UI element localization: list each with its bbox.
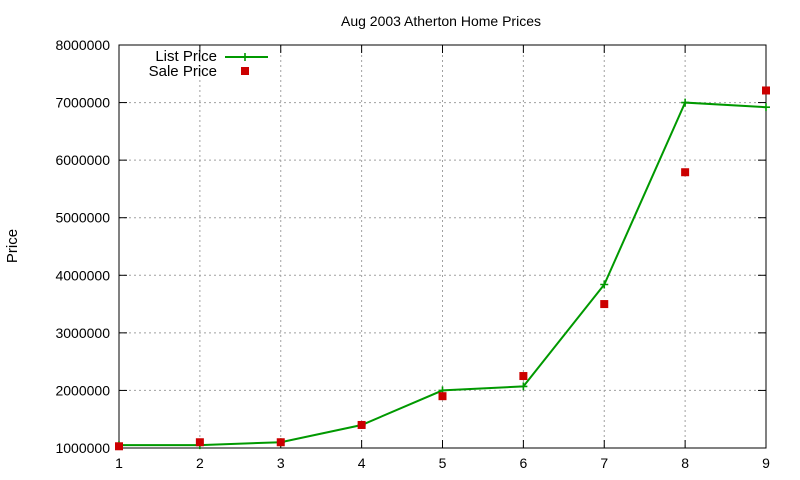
y-axis-tick-labels: 1000000 2000000 3000000 4000000 5000000 60000… xyxy=(55,37,110,456)
axis-ticks xyxy=(118,44,767,449)
legend-marker-sale-price xyxy=(241,67,249,75)
sale-price-point xyxy=(681,168,690,177)
x-tick-label: 9 xyxy=(762,455,770,471)
legend-label-sale-price: Sale Price xyxy=(149,63,217,80)
series-sale-price xyxy=(115,86,770,451)
x-tick-label: 8 xyxy=(681,455,689,471)
y-axis-label: Price xyxy=(4,229,21,263)
x-tick-label: 7 xyxy=(600,455,608,471)
y-tick-label: 5000000 xyxy=(55,210,110,226)
x-axis-tick-labels: 1 2 3 4 5 6 7 8 9 xyxy=(115,455,770,471)
list-price-point xyxy=(681,98,690,107)
sale-price-point xyxy=(115,442,123,451)
y-tick-label: 1000000 xyxy=(55,440,110,456)
x-tick-label: 2 xyxy=(196,455,204,471)
y-tick-label: 7000000 xyxy=(55,95,110,111)
sale-price-point xyxy=(519,372,528,381)
x-tick-label: 1 xyxy=(115,455,123,471)
sale-price-point xyxy=(600,300,609,309)
sale-price-point xyxy=(762,86,770,95)
x-tick-label: 3 xyxy=(277,455,285,471)
list-price-point xyxy=(762,103,770,112)
legend-label-list-price: List Price xyxy=(155,48,217,65)
sale-price-point xyxy=(357,420,366,429)
legend: List Price Sale Price xyxy=(149,48,268,80)
list-price-point xyxy=(519,382,528,391)
sale-price-point xyxy=(195,438,204,447)
sale-price-point xyxy=(438,392,447,401)
list-price-point xyxy=(600,280,609,289)
y-tick-label: 3000000 xyxy=(55,325,110,341)
series-layer xyxy=(115,86,770,451)
x-tick-label: 5 xyxy=(439,455,447,471)
y-tick-label: 8000000 xyxy=(55,37,110,53)
y-tick-label: 6000000 xyxy=(55,152,110,168)
y-tick-label: 2000000 xyxy=(55,382,110,398)
x-tick-label: 4 xyxy=(358,455,366,471)
chart-title: Aug 2003 Atherton Home Prices xyxy=(341,13,541,29)
y-tick-label: 4000000 xyxy=(55,267,110,283)
x-tick-label: 6 xyxy=(519,455,527,471)
legend-marker-list-price xyxy=(241,53,249,61)
sale-price-point xyxy=(276,438,285,447)
